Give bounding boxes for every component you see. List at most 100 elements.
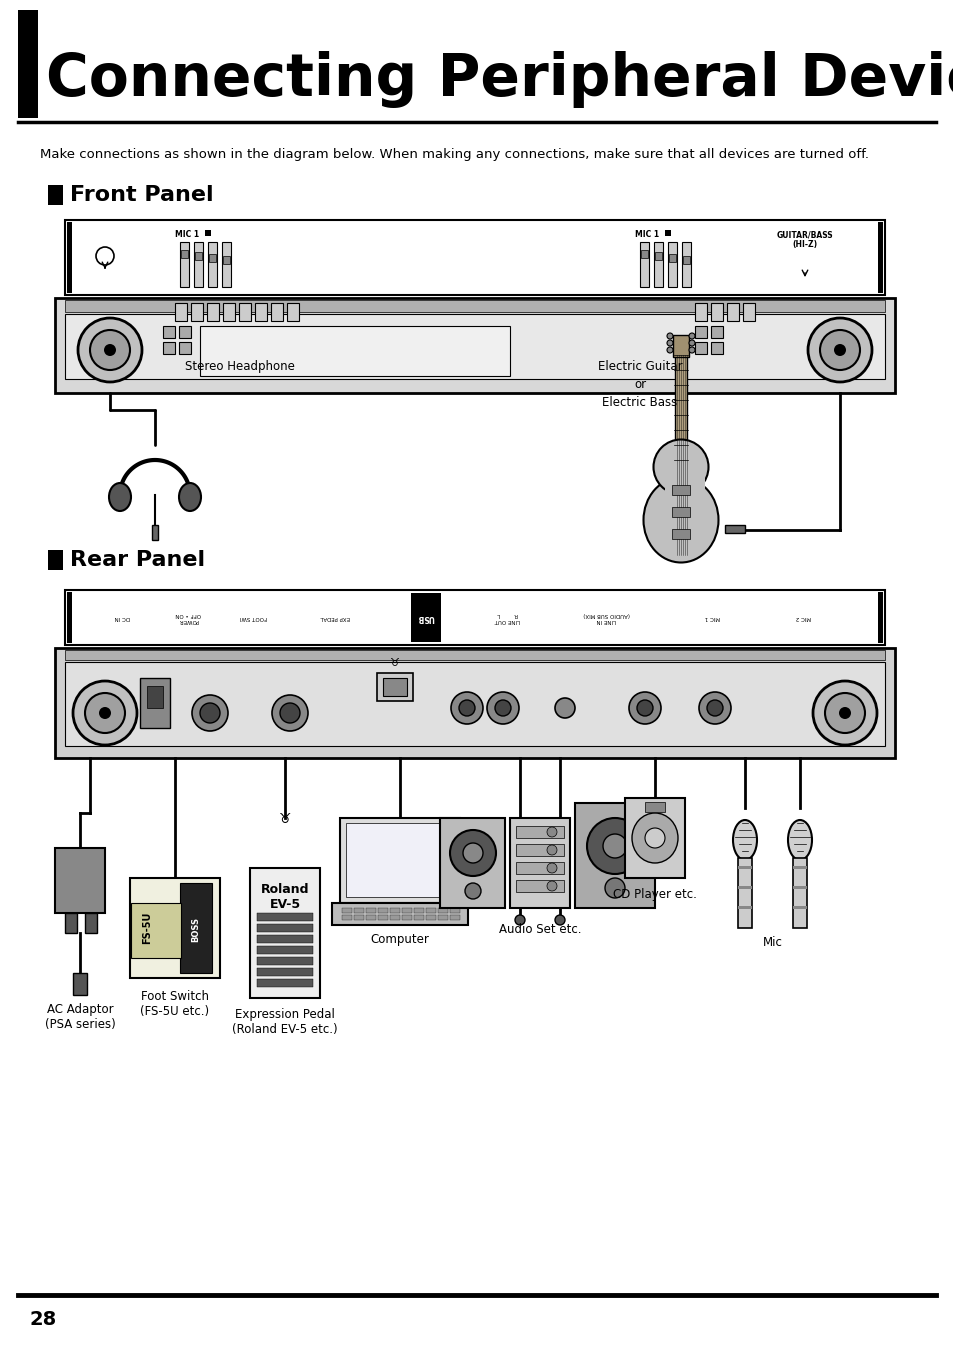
Bar bbox=[516, 844, 563, 856]
Text: MIC 1: MIC 1 bbox=[635, 230, 659, 238]
Bar bbox=[516, 827, 563, 837]
Circle shape bbox=[706, 701, 722, 715]
Bar bbox=[516, 862, 563, 874]
Bar bbox=[65, 299, 884, 312]
Text: Expression Pedal
(Roland EV-5 etc.): Expression Pedal (Roland EV-5 etc.) bbox=[232, 1008, 337, 1037]
Bar bbox=[48, 186, 63, 205]
Ellipse shape bbox=[643, 477, 718, 562]
Bar bbox=[671, 528, 689, 539]
Circle shape bbox=[546, 827, 557, 837]
Text: Foot Switch
(FS-5U etc.): Foot Switch (FS-5U etc.) bbox=[140, 991, 210, 1018]
Bar bbox=[390, 915, 399, 920]
Ellipse shape bbox=[653, 439, 708, 495]
Bar bbox=[516, 879, 563, 892]
Bar bbox=[390, 908, 399, 913]
Bar bbox=[738, 886, 751, 889]
Text: Connecting Peripheral Devices: Connecting Peripheral Devices bbox=[46, 51, 953, 108]
Bar bbox=[401, 915, 412, 920]
Circle shape bbox=[666, 333, 672, 339]
Circle shape bbox=[192, 695, 228, 730]
Bar bbox=[140, 678, 170, 728]
Bar bbox=[256, 946, 313, 954]
Circle shape bbox=[699, 692, 730, 724]
Text: DC IN: DC IN bbox=[114, 615, 130, 621]
Bar bbox=[792, 866, 806, 869]
Bar bbox=[450, 915, 459, 920]
Ellipse shape bbox=[644, 828, 664, 848]
Bar bbox=[250, 869, 319, 999]
Circle shape bbox=[85, 692, 125, 733]
Circle shape bbox=[200, 703, 220, 724]
Bar bbox=[655, 252, 661, 260]
Bar bbox=[738, 906, 751, 909]
Circle shape bbox=[666, 340, 672, 346]
Text: BOSS: BOSS bbox=[192, 917, 200, 943]
Bar bbox=[130, 878, 220, 978]
Bar bbox=[738, 858, 751, 928]
Bar bbox=[67, 592, 71, 644]
Bar bbox=[414, 908, 423, 913]
Bar bbox=[256, 980, 313, 986]
Circle shape bbox=[820, 331, 859, 370]
Bar bbox=[354, 908, 364, 913]
Bar bbox=[671, 507, 689, 518]
Circle shape bbox=[272, 695, 308, 730]
Bar bbox=[147, 686, 163, 709]
Text: MIC 2: MIC 2 bbox=[795, 615, 810, 621]
Text: Audio Set etc.: Audio Set etc. bbox=[498, 923, 580, 936]
Bar bbox=[65, 220, 884, 295]
Bar bbox=[180, 243, 189, 287]
Ellipse shape bbox=[787, 820, 811, 860]
Bar bbox=[194, 252, 202, 260]
Bar bbox=[152, 524, 158, 541]
Circle shape bbox=[546, 863, 557, 873]
Bar bbox=[346, 822, 454, 897]
Bar bbox=[131, 902, 181, 958]
Bar bbox=[65, 589, 884, 645]
Circle shape bbox=[555, 915, 564, 925]
Bar bbox=[256, 967, 313, 976]
Circle shape bbox=[486, 692, 518, 724]
Bar bbox=[510, 818, 569, 908]
Bar bbox=[341, 908, 352, 913]
Text: Front Panel: Front Panel bbox=[70, 186, 213, 205]
Bar bbox=[575, 804, 655, 908]
Text: Stereo Headphone: Stereo Headphone bbox=[185, 360, 294, 373]
Bar bbox=[223, 304, 234, 321]
Circle shape bbox=[688, 340, 695, 346]
Bar bbox=[207, 304, 219, 321]
Circle shape bbox=[688, 347, 695, 354]
Circle shape bbox=[104, 344, 116, 356]
Bar bbox=[414, 915, 423, 920]
Circle shape bbox=[838, 707, 850, 720]
Text: USB: USB bbox=[416, 612, 434, 622]
Text: EXP PEDAL: EXP PEDAL bbox=[320, 615, 350, 621]
Bar bbox=[366, 915, 375, 920]
Bar bbox=[664, 463, 704, 503]
Bar bbox=[710, 304, 722, 321]
Bar bbox=[672, 335, 688, 356]
Bar bbox=[667, 243, 677, 287]
Bar bbox=[366, 908, 375, 913]
Bar bbox=[668, 253, 676, 262]
Ellipse shape bbox=[179, 482, 201, 511]
Bar bbox=[681, 243, 690, 287]
Bar bbox=[222, 243, 231, 287]
Bar bbox=[65, 650, 884, 660]
Text: Make connections as shown in the diagram below. When making any connections, mak: Make connections as shown in the diagram… bbox=[40, 148, 868, 161]
Bar bbox=[55, 648, 894, 757]
Text: 28: 28 bbox=[30, 1310, 57, 1329]
Circle shape bbox=[807, 318, 871, 382]
Bar bbox=[401, 908, 412, 913]
Text: Mic: Mic bbox=[761, 936, 781, 948]
Bar bbox=[726, 304, 739, 321]
Bar bbox=[792, 906, 806, 909]
Bar bbox=[695, 304, 706, 321]
Bar bbox=[208, 243, 216, 287]
Bar bbox=[180, 883, 212, 973]
Bar bbox=[439, 818, 504, 908]
Bar bbox=[437, 908, 448, 913]
Text: LINE OUT
R        L: LINE OUT R L bbox=[495, 612, 520, 623]
Bar bbox=[163, 341, 174, 354]
Bar bbox=[411, 593, 440, 642]
